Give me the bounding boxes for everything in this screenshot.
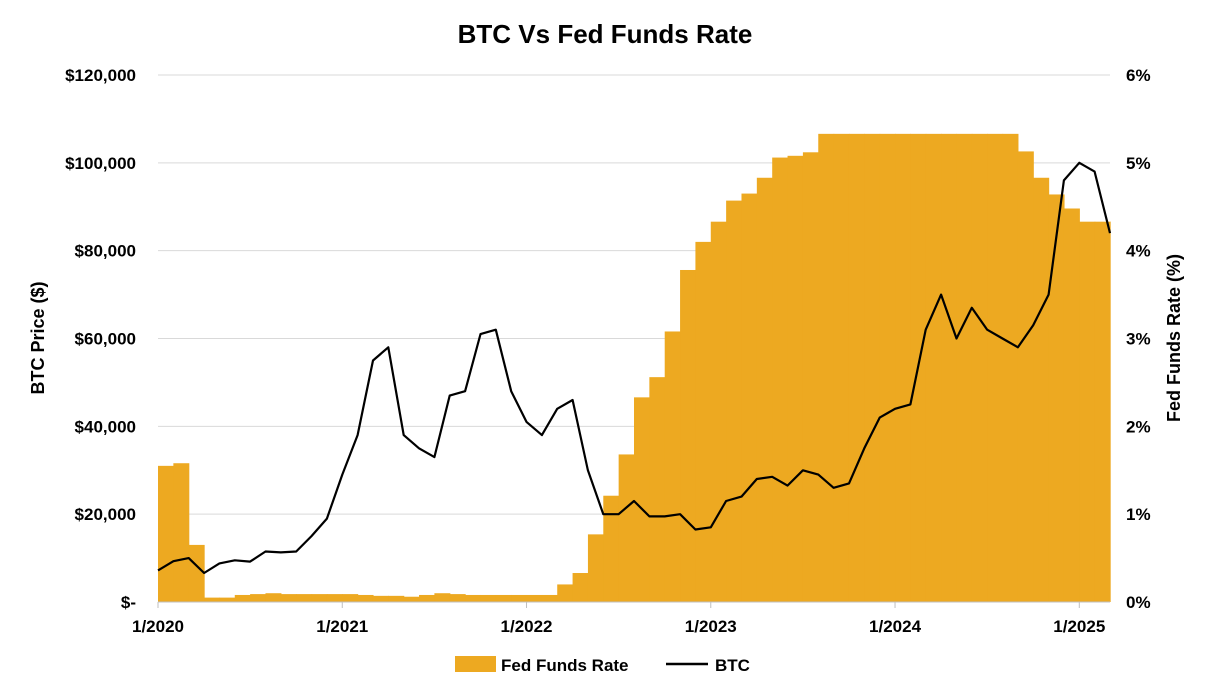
fed-rate-bar bbox=[495, 594, 512, 602]
y-left-ticks: $- $20,000 $40,000 $60,000 $80,000 $100,000 $1… bbox=[65, 66, 136, 612]
fed-rate-bar bbox=[618, 454, 635, 602]
fed-rate-bar bbox=[511, 594, 528, 602]
y-left-tick-label: $80,000 bbox=[75, 242, 136, 261]
chart-title: BTC Vs Fed Funds Rate bbox=[458, 19, 753, 49]
legend-label-fed-funds-rate: Fed Funds Rate bbox=[501, 656, 629, 675]
fed-rate-bar bbox=[465, 594, 482, 602]
y-right-ticks: 0% 1% 2% 3% 4% 5% 6% bbox=[1126, 66, 1151, 612]
fed-rate-bar bbox=[1017, 151, 1034, 603]
fed-rate-bar bbox=[1048, 194, 1065, 602]
fed-rate-bar bbox=[680, 269, 697, 602]
legend-swatch-fed-funds-rate bbox=[455, 656, 496, 672]
fed-rate-bar bbox=[818, 133, 835, 602]
fed-rate-bar bbox=[710, 221, 727, 602]
fed-rate-bar bbox=[541, 594, 558, 602]
fed-rate-bar bbox=[326, 594, 343, 602]
fed-rate-bar bbox=[772, 157, 789, 602]
fed-rate-bar bbox=[480, 594, 497, 602]
x-tick-label: 1/2023 bbox=[685, 617, 737, 636]
y-right-tick-label: 2% bbox=[1126, 417, 1151, 436]
fed-rate-bar bbox=[296, 594, 313, 602]
fed-rate-bar bbox=[311, 594, 328, 602]
x-tick-label: 1/2020 bbox=[132, 617, 184, 636]
x-ticks: 1/2020 1/2021 1/2022 1/2023 1/2024 1/2025 bbox=[132, 602, 1105, 636]
fed-rate-bar bbox=[695, 241, 712, 602]
fed-rate-bar bbox=[587, 534, 604, 602]
fed-rate-bar bbox=[1063, 208, 1080, 603]
fed-rate-bar bbox=[833, 133, 850, 602]
fed-rate-bar bbox=[649, 377, 666, 602]
x-tick-label: 1/2025 bbox=[1053, 617, 1105, 636]
fed-rate-bar bbox=[250, 594, 267, 602]
fed-rate-bar bbox=[848, 133, 865, 602]
fed-rate-bar bbox=[342, 594, 359, 602]
y-left-axis-title: BTC Price ($) bbox=[28, 281, 48, 394]
fed-rate-bar bbox=[756, 177, 773, 602]
fed-rate-bar bbox=[419, 594, 435, 602]
fed-rate-bar bbox=[173, 463, 190, 602]
fed-rate-bar bbox=[557, 584, 574, 602]
fed-rate-bar bbox=[726, 200, 743, 602]
x-tick-label: 1/2024 bbox=[869, 617, 922, 636]
btc-line bbox=[157, 161, 1112, 575]
fed-rate-bar bbox=[787, 155, 804, 602]
fed-rate-bar bbox=[204, 597, 221, 602]
fed-rate-bar bbox=[634, 397, 650, 602]
legend-label-btc: BTC bbox=[715, 656, 750, 675]
y-left-tick-label: $100,000 bbox=[65, 154, 136, 173]
y-right-tick-label: 6% bbox=[1126, 66, 1151, 85]
y-left-tick-label: $20,000 bbox=[75, 505, 136, 524]
legend: Fed Funds Rate BTC bbox=[455, 656, 750, 675]
fed-rate-bar bbox=[357, 594, 374, 602]
fed-rate-bar bbox=[956, 133, 973, 602]
btc-series-line bbox=[157, 161, 1112, 575]
fed-rate-bar bbox=[572, 573, 589, 602]
fed-rate-bar bbox=[1094, 221, 1111, 602]
fed-rate-bar bbox=[1079, 221, 1096, 602]
fed-rate-bar bbox=[864, 133, 881, 602]
y-right-tick-label: 5% bbox=[1126, 154, 1151, 173]
fed-rate-bar bbox=[603, 495, 620, 602]
fed-rate-bar bbox=[925, 133, 942, 602]
fed-rate-bar bbox=[372, 595, 389, 602]
fed-rate-bar bbox=[879, 133, 896, 602]
fed-rate-bar bbox=[280, 594, 297, 602]
fed-rate-bar bbox=[188, 544, 205, 602]
x-tick-label: 1/2022 bbox=[501, 617, 553, 636]
fed-rate-bar bbox=[449, 594, 466, 602]
y-left-tick-label: $120,000 bbox=[65, 66, 136, 85]
fed-rate-bar bbox=[403, 596, 420, 602]
fed-rate-bar bbox=[971, 133, 988, 602]
fed-rate-bar bbox=[1002, 133, 1019, 602]
y-right-tick-label: 0% bbox=[1126, 593, 1151, 612]
y-right-tick-label: 3% bbox=[1126, 330, 1151, 349]
fed-rate-bar bbox=[234, 594, 251, 602]
fed-rate-bar bbox=[941, 133, 958, 602]
fed-rate-bar bbox=[388, 595, 405, 602]
fed-rate-bar bbox=[1110, 221, 1111, 602]
fed-rate-bar bbox=[265, 593, 282, 602]
y-left-tick-label: $60,000 bbox=[75, 330, 136, 349]
fed-rate-bar bbox=[664, 331, 681, 602]
fed-rate-bar bbox=[987, 133, 1004, 602]
fed-rate-bar bbox=[895, 133, 911, 602]
fed-funds-rate-area bbox=[158, 133, 1111, 603]
fed-rate-bar bbox=[526, 594, 543, 602]
y-right-tick-label: 4% bbox=[1126, 242, 1151, 261]
fed-rate-bar bbox=[219, 597, 236, 602]
y-left-tick-label: $40,000 bbox=[75, 417, 136, 436]
fed-rate-bar bbox=[158, 465, 174, 602]
x-tick-label: 1/2021 bbox=[316, 617, 368, 636]
fed-rate-bar bbox=[1033, 177, 1050, 602]
fed-rate-bar bbox=[802, 152, 819, 602]
y-left-tick-label: $- bbox=[121, 593, 136, 612]
y-right-axis-title: Fed Funds Rate (%) bbox=[1164, 254, 1184, 422]
fed-rate-bar bbox=[741, 193, 758, 602]
y-right-tick-label: 1% bbox=[1126, 505, 1151, 524]
fed-rate-bar bbox=[434, 593, 451, 602]
